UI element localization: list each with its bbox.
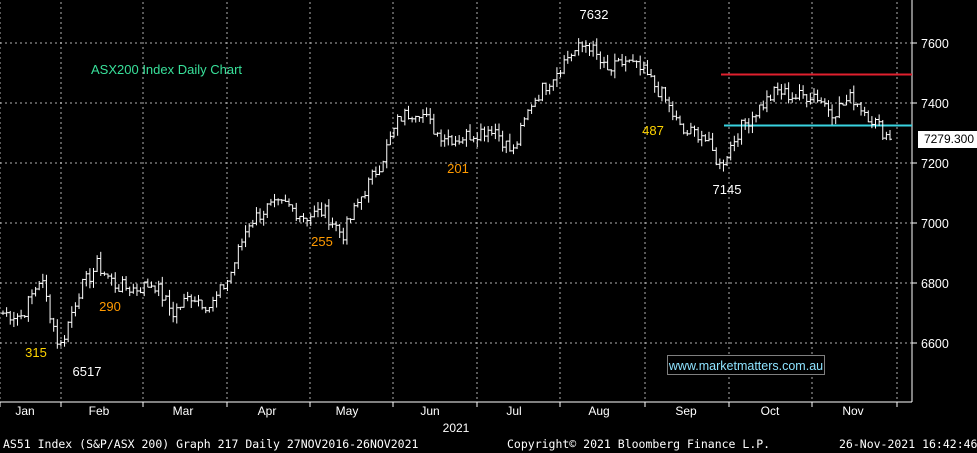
annotation-label: 6517 [73, 364, 102, 379]
y-tick-label: 6800 [921, 277, 949, 291]
watermark-link[interactable]: www.marketmatters.com.au [667, 355, 825, 375]
x-tick-label: Jun [420, 404, 439, 418]
y-tick-label: 7400 [921, 97, 949, 111]
x-tick-label: Nov [842, 404, 863, 418]
x-tick-label: Jan [15, 404, 34, 418]
y-tick-label: 7200 [921, 157, 949, 171]
x-axis-label: 2021 [443, 421, 470, 435]
annotation-label: 255 [311, 234, 333, 249]
footer-security: AS51 Index (S&P/ASX 200) Graph 217 Daily… [3, 437, 419, 451]
x-tick-label: Feb [89, 404, 110, 418]
footer-timestamp: 26-Nov-2021 16:42:46 [839, 437, 977, 451]
footer-copyright: Copyright© 2021 Bloomberg Finance L.P. [507, 437, 771, 451]
y-tick-label: 7000 [921, 217, 949, 231]
x-tick-label: Mar [173, 404, 194, 418]
annotation-label: 201 [447, 161, 469, 176]
y-tick-label: 7600 [921, 37, 949, 51]
x-tick-label: Aug [588, 404, 609, 418]
annotation-label: 290 [99, 299, 121, 314]
ohlc-bars [1, 38, 892, 349]
x-tick-label: Oct [761, 404, 780, 418]
annotation-label: 7145 [713, 182, 742, 197]
x-tick-label: Apr [258, 404, 277, 418]
status-footer: AS51 Index (S&P/ASX 200) Graph 217 Daily… [0, 434, 977, 453]
annotation-label: 487 [642, 123, 664, 138]
x-tick-label: Sep [675, 404, 697, 418]
y-tick-label: 6600 [921, 337, 949, 351]
x-tick-label: May [336, 404, 359, 418]
x-tick-label: Jul [506, 404, 521, 418]
last-price-tag: 7279.300 [918, 131, 977, 148]
annotation-label: 315 [25, 345, 47, 360]
chart-title: ASX200 Index Daily Chart [91, 62, 242, 77]
annotation-label: 7632 [580, 7, 609, 22]
